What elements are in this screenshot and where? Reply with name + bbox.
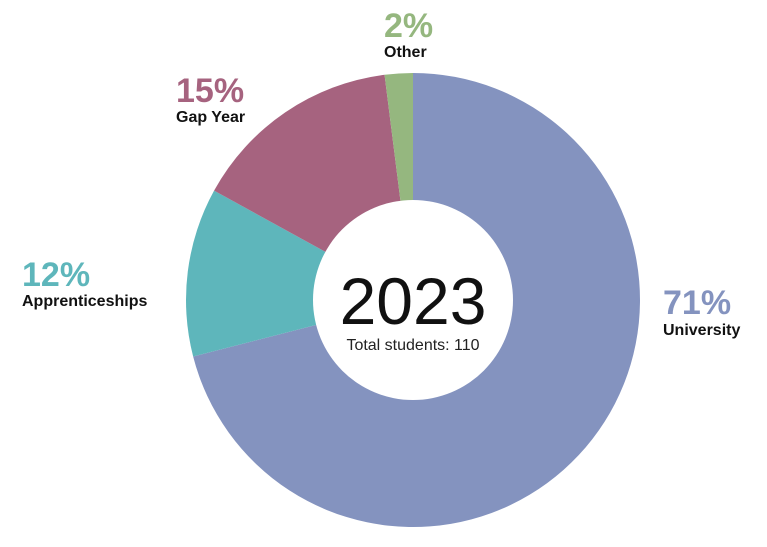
gap-year-percent-label: 15%: [176, 72, 244, 110]
other-category-label: Other: [384, 44, 427, 61]
university-category-label: University: [663, 322, 740, 339]
gap-year-category-label: Gap Year: [176, 109, 245, 126]
center-year: 2023: [340, 264, 487, 338]
slice-apprenticeships: [185, 190, 413, 357]
apprenticeships-category-label: Apprenticeships: [22, 293, 147, 310]
other-percent-label: 2%: [384, 7, 433, 45]
apprenticeships-percent-label: 12%: [22, 256, 90, 294]
donut-hole: [313, 200, 513, 400]
center-total-students: Total students: 110: [346, 337, 479, 354]
university-percent-label: 71%: [663, 284, 731, 322]
